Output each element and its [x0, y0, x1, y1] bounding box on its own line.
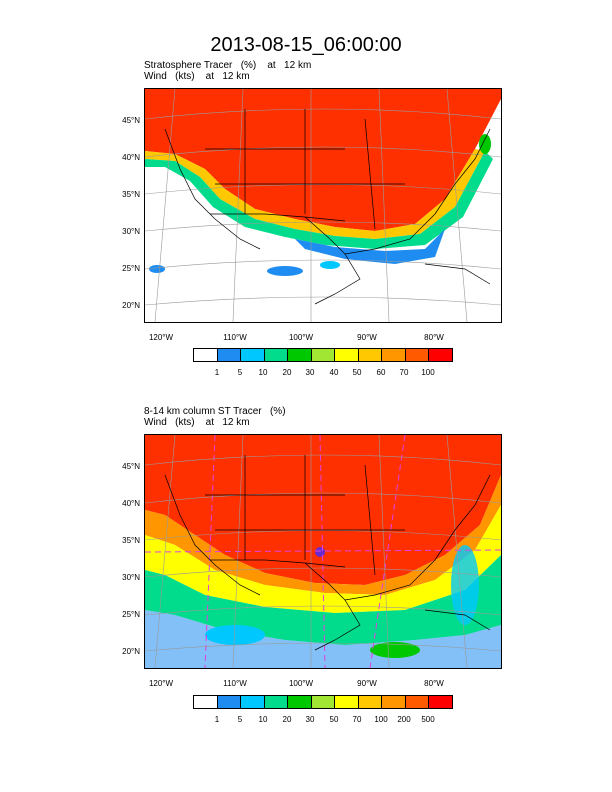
colorbar-box: [288, 349, 312, 361]
colorbar-box: [288, 696, 312, 708]
panel1-colorbar: [193, 348, 453, 362]
colorbar-box: [382, 349, 406, 361]
tracer-blob: [479, 134, 491, 154]
dashed-lines: [145, 435, 501, 668]
panel2-colorbar-label: 200: [397, 715, 411, 724]
panel1-lon-label: 100°W: [288, 333, 314, 342]
panel2-lat-label: 35°N: [122, 536, 140, 545]
panel1-map: [144, 88, 502, 323]
graticule: [145, 435, 501, 668]
panel1-lon-label: 110°W: [223, 333, 247, 342]
panel1-colorbar-label: 60: [376, 368, 386, 377]
colorbar-box: [264, 349, 289, 361]
tracer-band-green: [145, 151, 493, 249]
colorbar-box: [429, 349, 453, 361]
panel1-colorbar-label: 40: [329, 368, 339, 377]
colorbar-box: [194, 696, 218, 708]
panel2-colorbar-label: 5: [237, 715, 243, 724]
panel2-colorbar-label: 1: [214, 715, 220, 724]
panel2-colorbar-label: 20: [282, 715, 292, 724]
panel2-colorbar-label: 500: [421, 715, 435, 724]
figure-title: 2013-08-15_06:00:00: [210, 34, 402, 56]
panel1-colorbar-label: 100: [421, 368, 435, 377]
panel2-colorbar-label: 30: [305, 715, 315, 724]
panel2-colorbar: [193, 695, 453, 709]
colorbar-box: [264, 696, 289, 708]
panel2-colorbar-label: 10: [258, 715, 268, 724]
panel2-lat-label: 25°N: [122, 610, 140, 619]
tracer-blob: [320, 261, 340, 269]
panel2-lon-label: 90°W: [357, 679, 377, 688]
map-boundaries: [164, 455, 491, 651]
tracer-blob: [451, 545, 479, 625]
panel2-lat-label: 20°N: [122, 647, 140, 656]
colorbar-box: [311, 696, 336, 708]
panel1-header-line1: Stratosphere Tracer (%) at 12 km: [144, 60, 312, 71]
colorbar-box: [358, 349, 383, 361]
panel2-colorbar-label: 100: [374, 715, 388, 724]
colorbar-box: [382, 696, 406, 708]
panel1-colorbar-label: 1: [214, 368, 220, 377]
panel2-lat-label: 45°N: [122, 462, 140, 471]
colorbar-box: [405, 349, 430, 361]
panel2-lon-label: 100°W: [288, 679, 314, 688]
colorbar-box: [405, 696, 430, 708]
panel2-header-line1: 8-14 km column ST Tracer (%): [144, 406, 286, 417]
panel1-colorbar-label: 20: [282, 368, 292, 377]
tracer-band-yellow: [145, 149, 485, 239]
graticule: [145, 89, 501, 322]
map-boundaries: [164, 109, 491, 305]
panel1-colorbar-label: 50: [352, 368, 362, 377]
tracer-blob: [315, 547, 325, 557]
tracer-band-green: [145, 555, 501, 645]
panel1-lat-label: 25°N: [122, 264, 140, 273]
panel2-lon-label: 120°W: [148, 679, 174, 688]
tracer-band-orange: [145, 475, 501, 595]
panel2-lon-label: 110°W: [223, 679, 247, 688]
panel1-colorbar-label: 30: [305, 368, 315, 377]
colorbar-box: [311, 349, 336, 361]
panel2-map-svg: [145, 435, 501, 668]
panel2-colorbar-label: 50: [329, 715, 339, 724]
panel1-colorbar-label: 70: [399, 368, 409, 377]
panel1-colorbar-label: 5: [237, 368, 243, 377]
colorbar-box: [241, 349, 265, 361]
panel1-lat-label: 20°N: [122, 301, 140, 310]
panel1-lon-label: 120°W: [148, 333, 174, 342]
panel1-map-svg: [145, 89, 501, 322]
tracer-high-region: [145, 435, 501, 585]
panel1-lon-label: 80°W: [424, 333, 444, 342]
colorbar-box: [194, 349, 218, 361]
tracer-blob: [205, 625, 265, 645]
colorbar-box: [217, 349, 242, 361]
panel2-lat-label: 40°N: [122, 499, 140, 508]
colorbar-box: [429, 696, 453, 708]
tracer-band-blue: [295, 229, 445, 264]
tracer-high-region: [145, 89, 501, 231]
panel1-lat-label: 45°N: [122, 116, 140, 125]
panel2-lon-label: 80°W: [424, 679, 444, 688]
panel2-header-line2: Wind (kts) at 12 km: [144, 417, 250, 428]
tracer-band-yellow: [145, 505, 501, 613]
panel2-colorbar-label: 70: [352, 715, 362, 724]
tracer-blob: [370, 642, 420, 658]
panel1-header-line2: Wind (kts) at 12 km: [144, 71, 250, 82]
tracer-blob: [149, 265, 165, 273]
panel1-lat-label: 35°N: [122, 190, 140, 199]
panel1-colorbar-label: 10: [258, 368, 268, 377]
panel1-lat-label: 30°N: [122, 227, 140, 236]
panel2-map: [144, 434, 502, 669]
colorbar-box: [241, 696, 265, 708]
colorbar-box: [217, 696, 242, 708]
tracer-blob: [267, 266, 303, 276]
colorbar-box: [358, 696, 383, 708]
panel1-lat-label: 40°N: [122, 153, 140, 162]
colorbar-box: [335, 349, 359, 361]
colorbar-box: [335, 696, 359, 708]
panel1-lon-label: 90°W: [357, 333, 377, 342]
panel2-lat-label: 30°N: [122, 573, 140, 582]
